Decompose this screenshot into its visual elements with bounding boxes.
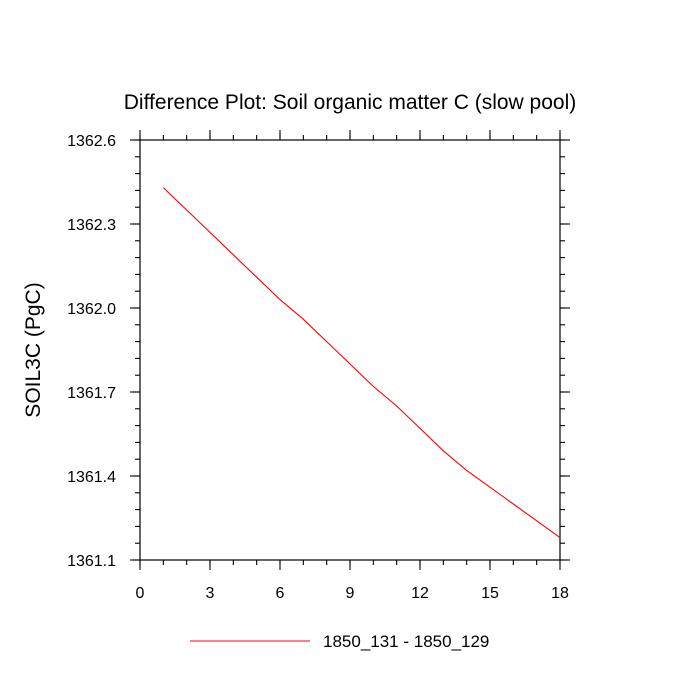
chart-title: Difference Plot: Soil organic matter C (… (124, 91, 576, 114)
y-tick-labels: 1361.1 1361.4 1361.7 1362.0 1362.3 1362.6 (67, 133, 116, 570)
plot-frame (139, 139, 561, 561)
x-tick-labels: 0 3 6 9 12 15 18 (136, 585, 569, 602)
legend: 1850_131 - 1850_129 (190, 632, 489, 651)
legend-label: 1850_131 - 1850_129 (323, 632, 489, 651)
y-tick-label: 1362.0 (67, 301, 116, 318)
minor-ticks (135, 135, 565, 565)
x-tick-label: 3 (206, 585, 215, 602)
x-tick-label: 15 (481, 585, 499, 602)
x-tick-label: 18 (551, 585, 569, 602)
x-tick-label: 0 (136, 585, 145, 602)
y-tick-label: 1361.4 (67, 469, 116, 486)
y-tick-label: 1362.3 (67, 217, 116, 234)
y-tick-label: 1361.1 (67, 553, 116, 570)
x-tick-label: 12 (411, 585, 429, 602)
y-tick-label: 1361.7 (67, 385, 116, 402)
x-tick-label: 6 (276, 585, 285, 602)
major-ticks (130, 130, 570, 570)
plot-border (139, 139, 561, 561)
series-group (162, 187, 561, 539)
x-tick-label: 9 (346, 585, 355, 602)
y-axis-label: SOIL3C (PgC) (22, 282, 45, 417)
series-line (162, 187, 561, 539)
y-tick-label: 1362.6 (67, 133, 116, 150)
